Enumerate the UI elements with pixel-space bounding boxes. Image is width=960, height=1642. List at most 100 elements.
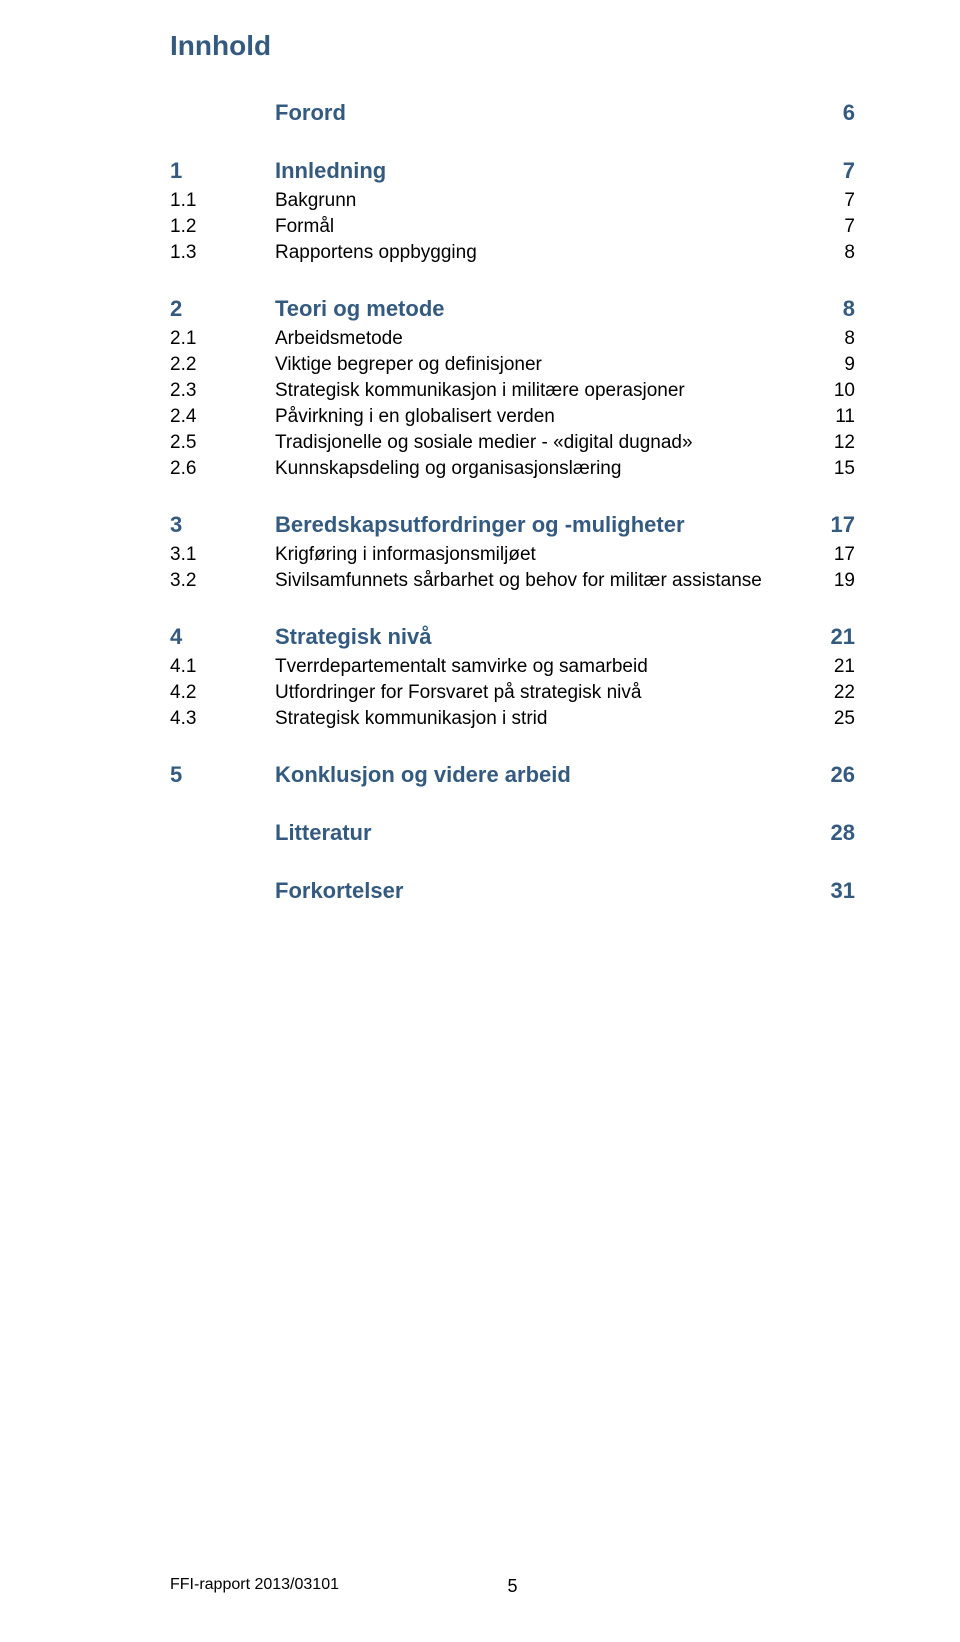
toc-entry: 5Konklusjon og videre arbeid 26	[170, 762, 855, 788]
toc-entry-page: 8	[815, 242, 855, 264]
toc-entry-label: Arbeidsmetode	[275, 328, 403, 350]
toc-entry: 4.3Strategisk kommunikasjon i strid 25	[170, 708, 855, 730]
toc-entry-page: 10	[815, 380, 855, 402]
toc-entry: 4.2Utfordringer for Forsvaret på strateg…	[170, 682, 855, 704]
toc-entry: 1.3Rapportens oppbygging 8	[170, 242, 855, 264]
table-of-contents: Forord61Innledning71.1Bakgrunn71.2Formål…	[170, 100, 855, 904]
toc-entry: Litteratur 28	[170, 820, 855, 846]
toc-entry-left: 2.6Kunnskapsdeling og organisasjonslærin…	[170, 458, 621, 480]
toc-entry-number: 3.1	[170, 544, 275, 566]
toc-title: Innhold	[170, 30, 855, 62]
toc-entry-label: Konklusjon og videre arbeid	[275, 762, 571, 788]
toc-entry-number: 2.3	[170, 380, 275, 402]
toc-entry: 2.1Arbeidsmetode 8	[170, 328, 855, 350]
toc-entry-number: 2.6	[170, 458, 275, 480]
toc-entry-label: Forord	[275, 100, 346, 126]
page-footer: FFI-rapport 2013/03101 5	[170, 1576, 855, 1594]
toc-entry-label: Teori og metode	[275, 296, 445, 322]
toc-entry-left: 1Innledning	[170, 158, 386, 184]
toc-entry-label: Forkortelser	[275, 878, 403, 904]
toc-entry-number: 1	[170, 158, 275, 184]
toc-entry-label: Strategisk kommunikasjon i strid	[275, 708, 547, 730]
toc-entry-left: 1.3Rapportens oppbygging	[170, 242, 477, 264]
toc-entry-number: 4	[170, 624, 275, 650]
toc-entry: 2.2Viktige begreper og definisjoner 9	[170, 354, 855, 376]
toc-entry-left: 4Strategisk nivå	[170, 624, 432, 650]
toc-entry-left: 2.4Påvirkning i en globalisert verden	[170, 406, 555, 428]
toc-entry-left: 2.5Tradisjonelle og sosiale medier - «di…	[170, 432, 693, 454]
toc-entry-label: Strategisk nivå	[275, 624, 432, 650]
toc-entry-page: 11	[815, 406, 855, 428]
toc-entry-number: 1.2	[170, 216, 275, 238]
toc-entry-left: 4.3Strategisk kommunikasjon i strid	[170, 708, 547, 730]
toc-entry-left: 3.2Sivilsamfunnets sårbarhet og behov fo…	[170, 570, 762, 592]
toc-entry: 1Innledning 7	[170, 158, 855, 184]
toc-entry-label: Utfordringer for Forsvaret på strategisk…	[275, 682, 641, 704]
toc-entry-page: 25	[815, 708, 855, 730]
toc-entry-number: 4.2	[170, 682, 275, 704]
toc-entry: 2.4Påvirkning i en globalisert verden 11	[170, 406, 855, 428]
toc-entry: 2.3Strategisk kommunikasjon i militære o…	[170, 380, 855, 402]
toc-entry-page: 9	[815, 354, 855, 376]
toc-entry-label: Tradisjonelle og sosiale medier - «digit…	[275, 432, 693, 454]
toc-entry-label: Strategisk kommunikasjon i militære oper…	[275, 380, 685, 402]
toc-entry-number: 2.1	[170, 328, 275, 350]
toc-entry-left: 5Konklusjon og videre arbeid	[170, 762, 571, 788]
toc-entry-left: 4.2Utfordringer for Forsvaret på strateg…	[170, 682, 641, 704]
toc-entry-page: 31	[815, 878, 855, 904]
toc-entry-number: 1.3	[170, 242, 275, 264]
toc-entry-left: Forord	[170, 100, 346, 126]
toc-entry-page: 7	[815, 190, 855, 212]
toc-entry: 2Teori og metode8	[170, 296, 855, 322]
toc-entry-label: Rapportens oppbygging	[275, 242, 477, 264]
toc-entry: 4.1Tverrdepartementalt samvirke og samar…	[170, 656, 855, 678]
toc-entry-number: 2.5	[170, 432, 275, 454]
toc-entry-label: Viktige begreper og definisjoner	[275, 354, 542, 376]
toc-entry-page: 17	[815, 544, 855, 566]
toc-entry-label: Formål	[275, 216, 334, 238]
toc-entry-label: Påvirkning i en globalisert verden	[275, 406, 555, 428]
toc-entry-page: 21	[815, 656, 855, 678]
toc-entry-number: 4.1	[170, 656, 275, 678]
toc-entry-left: Forkortelser	[170, 878, 403, 904]
toc-entry-label: Litteratur	[275, 820, 372, 846]
toc-entry: 1.2Formål 7	[170, 216, 855, 238]
toc-entry-page: 7	[815, 216, 855, 238]
toc-entry-left: Litteratur	[170, 820, 372, 846]
toc-entry: 1.1Bakgrunn 7	[170, 190, 855, 212]
toc-entry-label: Bakgrunn	[275, 190, 356, 212]
toc-entry-label: Sivilsamfunnets sårbarhet og behov for m…	[275, 570, 762, 592]
toc-entry-left: 1.1Bakgrunn	[170, 190, 356, 212]
toc-entry-number: 4.3	[170, 708, 275, 730]
toc-entry-label: Innledning	[275, 158, 386, 184]
toc-entry-page: 12	[815, 432, 855, 454]
toc-entry-page: 21	[815, 624, 855, 650]
toc-entry-page: 8	[815, 328, 855, 350]
toc-entry: Forord 6	[170, 100, 855, 126]
toc-entry-page: 6	[815, 100, 855, 126]
toc-entry-left: 4.1Tverrdepartementalt samvirke og samar…	[170, 656, 648, 678]
toc-entry-page: 7	[815, 158, 855, 184]
toc-entry-left: 3Beredskapsutfordringer og -muligheter	[170, 512, 685, 538]
toc-entry-left: 3.1Krigføring i informasjonsmiljøet	[170, 544, 536, 566]
toc-entry-left: 2.1Arbeidsmetode	[170, 328, 403, 350]
toc-entry: 2.5Tradisjonelle og sosiale medier - «di…	[170, 432, 855, 454]
toc-entry-left: 2.3Strategisk kommunikasjon i militære o…	[170, 380, 685, 402]
footer-report-id: FFI-rapport 2013/03101	[170, 1576, 339, 1594]
toc-entry-label: Tverrdepartementalt samvirke og samarbei…	[275, 656, 648, 678]
toc-entry-page: 28	[815, 820, 855, 846]
toc-entry: 3.2Sivilsamfunnets sårbarhet og behov fo…	[170, 570, 855, 592]
toc-entry: 2.6Kunnskapsdeling og organisasjonslærin…	[170, 458, 855, 480]
toc-entry-label: Kunnskapsdeling og organisasjonslæring	[275, 458, 621, 480]
toc-entry: 3.1Krigføring i informasjonsmiljøet 17	[170, 544, 855, 566]
toc-entry-page: 8	[815, 296, 855, 322]
toc-entry-page: 26	[815, 762, 855, 788]
toc-entry: Forkortelser 31	[170, 878, 855, 904]
toc-entry-number: 1.1	[170, 190, 275, 212]
toc-entry-page: 17	[815, 512, 855, 538]
toc-entry-number: 2.2	[170, 354, 275, 376]
toc-entry-page: 22	[815, 682, 855, 704]
toc-entry-page: 19	[815, 570, 855, 592]
toc-entry-number: 3	[170, 512, 275, 538]
toc-entry-number: 3.2	[170, 570, 275, 592]
